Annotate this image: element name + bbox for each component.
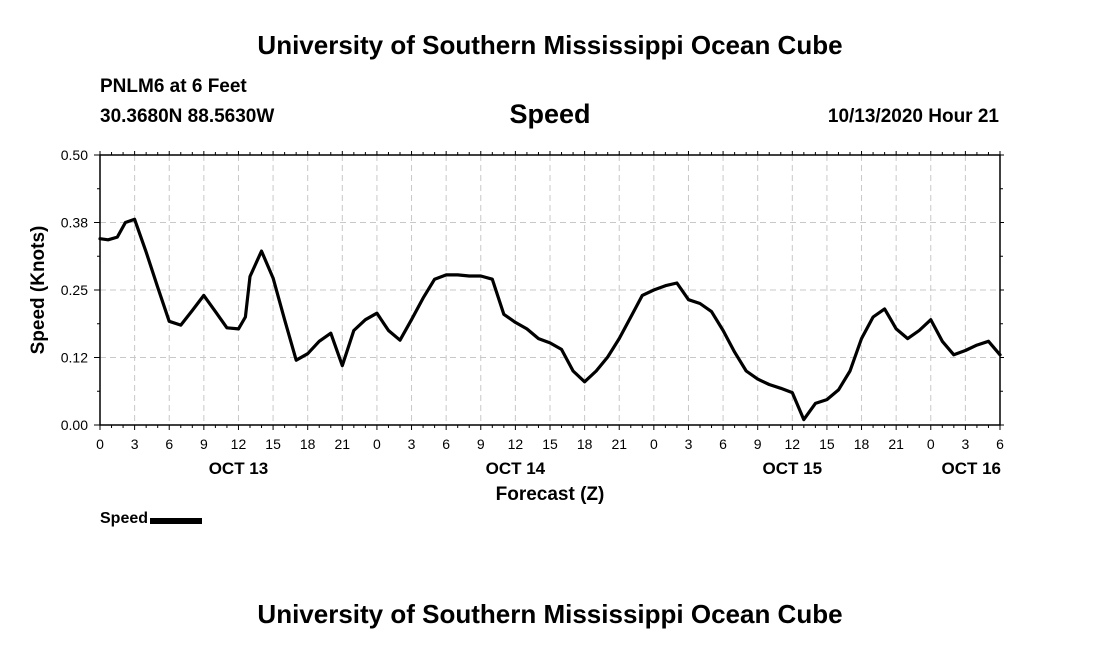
x-tick-label: 18 (577, 436, 593, 452)
x-tick-label: 15 (265, 436, 281, 452)
x-tick-label: 12 (231, 436, 247, 452)
x-tick-label: 15 (542, 436, 558, 452)
x-tick-label: 9 (477, 436, 485, 452)
x-tick-label: 6 (442, 436, 450, 452)
x-tick-label: 0 (927, 436, 935, 452)
y-tick-label: 0.25 (61, 282, 88, 298)
chart-footer-title: University of Southern Mississippi Ocean… (257, 599, 843, 629)
x-day-label: OCT 15 (763, 459, 823, 478)
x-tick-label: 21 (611, 436, 627, 452)
x-tick-label: 3 (685, 436, 693, 452)
datetime-label: 10/13/2020 Hour 21 (827, 106, 999, 127)
x-tick-label: 3 (961, 436, 969, 452)
chart-header-title: University of Southern Mississippi Ocean… (257, 30, 843, 60)
x-tick-label: 0 (373, 436, 381, 452)
x-tick-label: 18 (854, 436, 870, 452)
x-tick-label: 12 (508, 436, 524, 452)
x-tick-label: 9 (200, 436, 208, 452)
x-tick-label: 0 (650, 436, 658, 452)
x-tick-label: 18 (300, 436, 316, 452)
x-day-label: OCT 13 (209, 459, 269, 478)
x-tick-label: 0 (96, 436, 104, 452)
x-day-label: OCT 14 (486, 459, 546, 478)
y-tick-label: 0.38 (61, 215, 88, 231)
grid-lines (100, 155, 1000, 425)
legend: Speed (100, 510, 203, 528)
x-tick-label: 12 (785, 436, 801, 452)
y-tick-label: 0.50 (61, 147, 88, 163)
x-tick-label: 6 (719, 436, 727, 452)
x-tick-label: 9 (754, 436, 762, 452)
x-tick-label: 21 (335, 436, 351, 452)
x-day-label: OCT 16 (941, 459, 1001, 478)
legend-line-swatch (150, 518, 203, 524)
coordinates-label: 30.3680N 88.5630W (100, 106, 275, 127)
x-tick-label: 15 (819, 436, 835, 452)
x-tick-label: 3 (408, 436, 416, 452)
axis-tick-labels: 0.00 0.12 0.25 0.38 0.50 0 3 6 9 12 15 18 21 0 3 6 9 12 15… (61, 147, 1004, 478)
legend-label: Speed (100, 510, 149, 527)
x-tick-label: 6 (996, 436, 1004, 452)
speed-series-line (98, 217, 1002, 422)
station-label: PNLM6 at 6 Feet (100, 76, 247, 97)
y-axis-title: Speed (Knots) (28, 226, 49, 355)
x-tick-label: 6 (165, 436, 173, 452)
y-tick-label: 0.12 (61, 350, 88, 366)
x-axis-title: Forecast (Z) (496, 484, 605, 505)
y-tick-label: 0.00 (61, 417, 88, 433)
variable-title: Speed (509, 99, 591, 129)
axis-ticks (94, 151, 1004, 430)
x-tick-label: 21 (888, 436, 904, 452)
x-tick-label: 3 (131, 436, 139, 452)
